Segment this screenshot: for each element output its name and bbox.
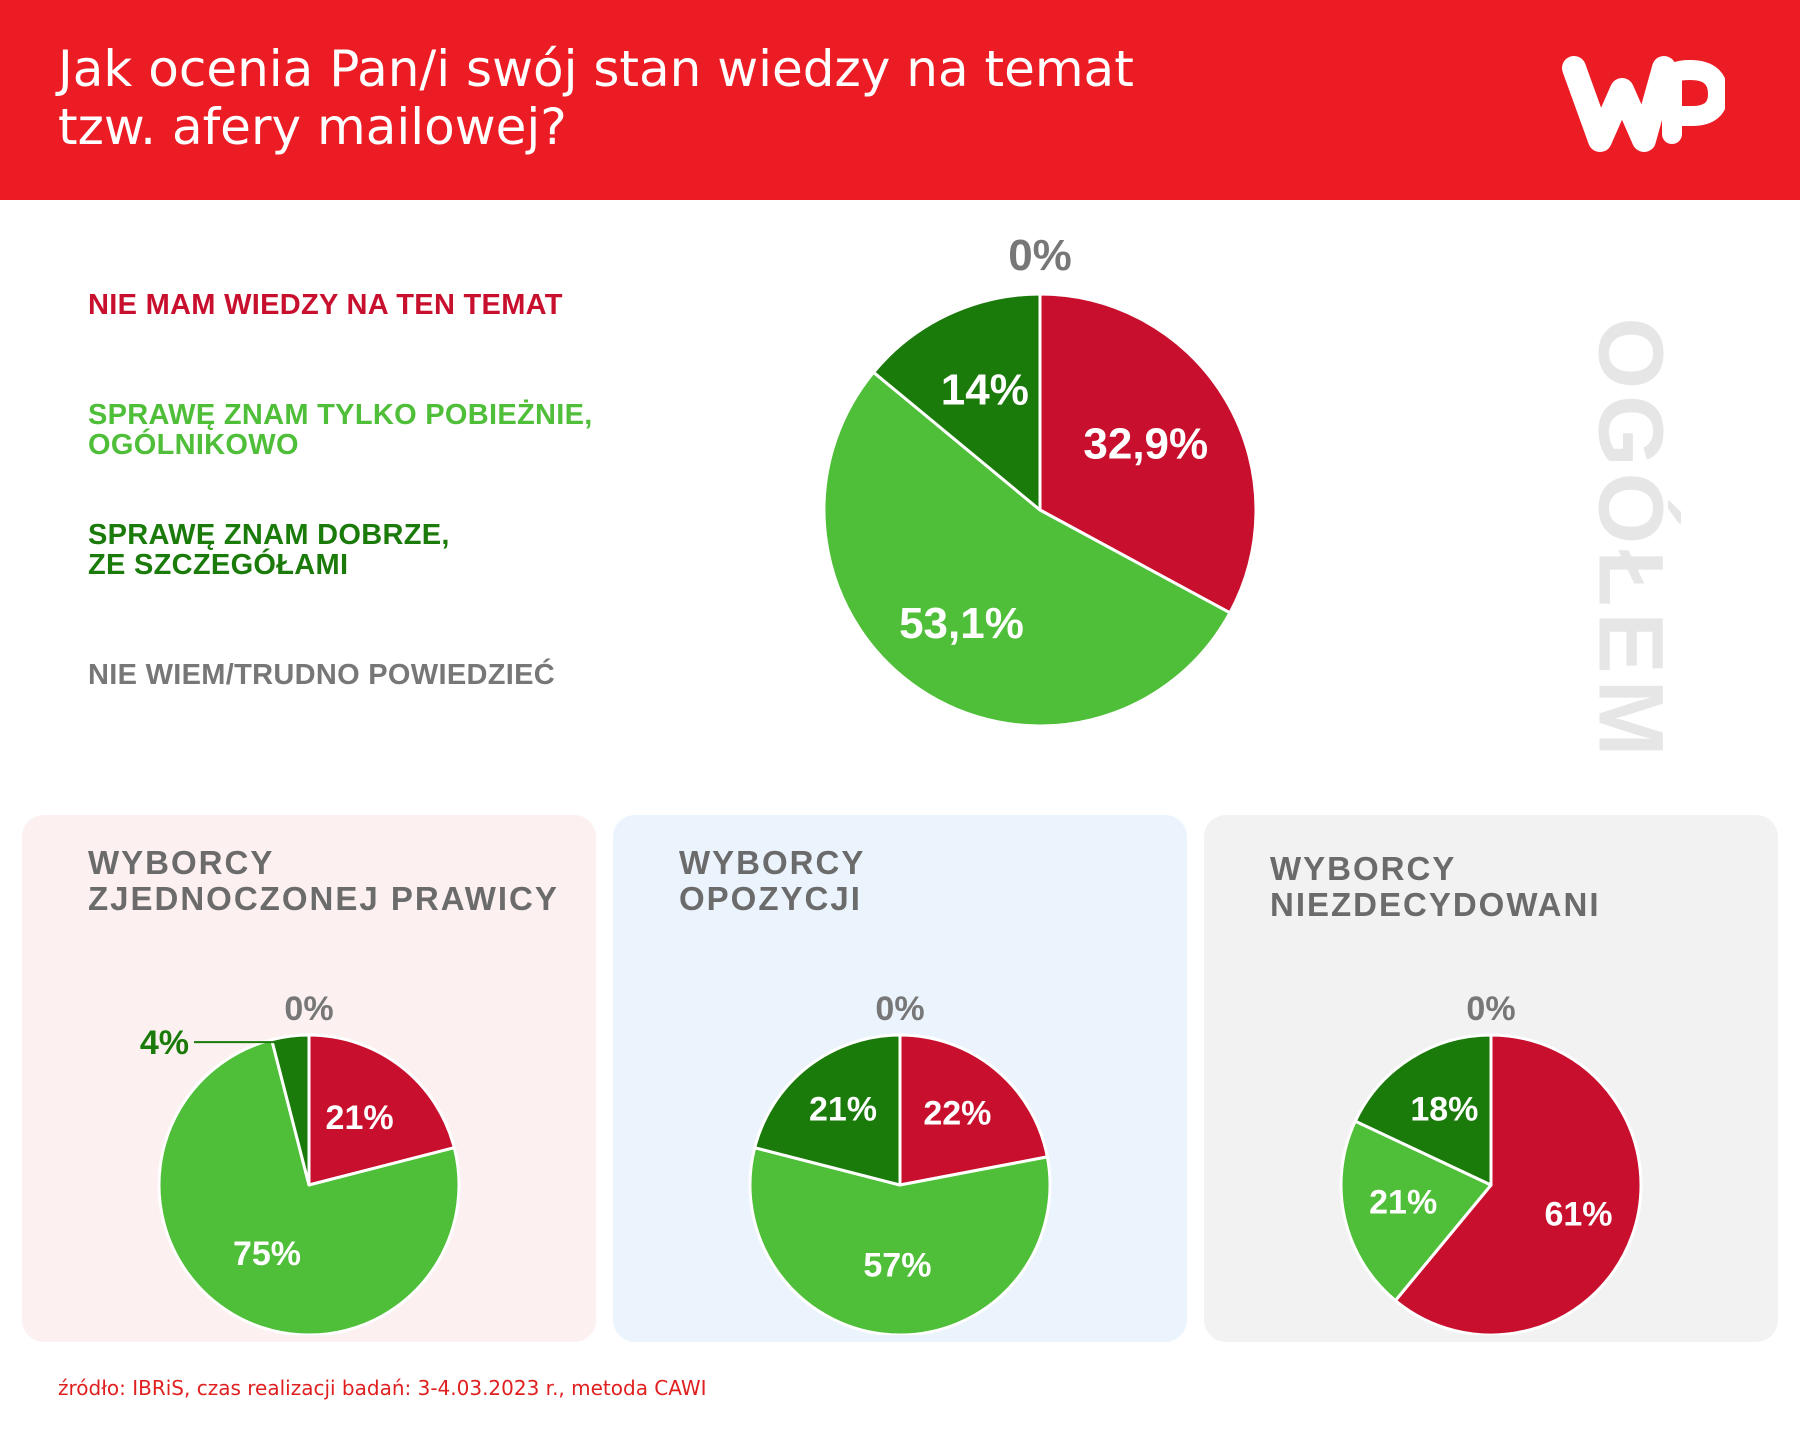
data-label-dont-know: 0% — [875, 990, 924, 1028]
legend-item-label: SPRAWĘ ZNAM TYLKO POBIEŻNIE, — [88, 399, 593, 431]
data-label-dont-know: 0% — [1466, 990, 1515, 1028]
legend-item-no-knowledge: NIE MAM WIEDZY NA TEN TEMAT — [88, 290, 688, 320]
card-opozycja: WYBORCY OPOZYCJI 22% 57% 21% 0% — [613, 815, 1187, 1342]
pie-slice-superficial — [748, 1146, 1052, 1335]
legend-item-detailed: SPRAWĘ ZNAM DOBRZE, ZE SZCZEGÓŁAMI — [88, 520, 688, 580]
title-line-2: tzw. afery mailowej? — [58, 98, 567, 156]
data-label-detailed: 14% — [941, 365, 1029, 414]
card-title-line: WYBORCY — [1270, 850, 1457, 887]
legend-item-dont-know: NIE WIEM/TRUDNO POWIEDZIEĆ — [88, 660, 688, 690]
data-label-superficial: 53,1% — [899, 599, 1024, 648]
pie-slice-detailed — [270, 1033, 311, 1187]
pie-chart-overall: 32,9% 53,1% 14% 0% — [822, 231, 1258, 728]
pie-slice-no-knowledge — [307, 1033, 456, 1187]
data-label-detailed: 18% — [1410, 1091, 1478, 1129]
pie-slice-detailed — [1353, 1033, 1493, 1187]
data-label-no-knowledge: 21% — [326, 1099, 394, 1137]
card-title: WYBORCY OPOZYCJI — [679, 845, 1179, 917]
data-label-detailed: 4% — [140, 1024, 189, 1062]
card-niezdecydowani: WYBORCY NIEZDECYDOWANI 61% 21% 18% 0% — [1204, 815, 1778, 1342]
card-title-line: NIEZDECYDOWANI — [1270, 886, 1601, 923]
card-title-line: OPOZYCJI — [679, 880, 862, 917]
card-title-line: ZJEDNOCZONEJ PRAWICY — [88, 880, 559, 917]
data-label-dont-know: 0% — [284, 990, 333, 1028]
title-line-1: Jak ocenia Pan/i swój stan wiedzy na tem… — [58, 40, 1134, 98]
card-title: WYBORCY NIEZDECYDOWANI — [1270, 851, 1770, 923]
header-banner: Jak ocenia Pan/i swój stan wiedzy na tem… — [0, 0, 1800, 200]
pie-slice-no-knowledge — [898, 1033, 1049, 1187]
legend-item-label: NIE MAM WIEDZY NA TEN TEMAT — [88, 289, 563, 321]
side-label-overall: OGÓŁEM — [1579, 317, 1682, 763]
data-label-superficial: 21% — [1369, 1184, 1437, 1222]
data-label-no-knowledge: 32,9% — [1083, 420, 1208, 469]
page-title: Jak ocenia Pan/i swój stan wiedzy na tem… — [58, 40, 1258, 156]
legend-item-superficial: SPRAWĘ ZNAM TYLKO POBIEŻNIE, OGÓLNIKOWO — [88, 400, 688, 460]
pie-chart-zjednoczona-prawica: 21% 75% 0% 4% — [140, 990, 461, 1335]
legend-item-label: OGÓLNIKOWO — [88, 429, 299, 461]
wp-logo — [1562, 56, 1725, 152]
card-zjednoczona-prawica: WYBORCY ZJEDNOCZONEJ PRAWICY 21% 75% 0% 4% — [22, 815, 596, 1342]
pie-slice-superficial — [1339, 1119, 1493, 1303]
pie-chart-niezdecydowani: 61% 21% 18% 0% — [1339, 990, 1643, 1335]
legend-item-label: NIE WIEM/TRUDNO POWIEDZIEĆ — [88, 659, 555, 691]
pie-slice-superficial — [157, 1038, 461, 1335]
legend-item-label: SPRAWĘ ZNAM DOBRZE, — [88, 519, 450, 551]
card-title-line: WYBORCY — [88, 844, 275, 881]
source-note: źródło: IBRiS, czas realizacji badań: 3-… — [58, 1376, 707, 1400]
pie-slice-no-knowledge — [1393, 1033, 1643, 1335]
data-label-superficial: 75% — [233, 1235, 301, 1273]
legend-item-label: ZE SZCZEGÓŁAMI — [88, 549, 349, 581]
data-label-detailed: 21% — [809, 1091, 877, 1129]
card-title: WYBORCY ZJEDNOCZONEJ PRAWICY — [88, 845, 588, 917]
pie-chart-opozycja: 22% 57% 21% 0% — [748, 990, 1052, 1335]
pie-slice-detailed — [753, 1033, 902, 1187]
data-label-dont-know: 0% — [1008, 231, 1072, 280]
data-label-superficial: 57% — [863, 1246, 931, 1284]
card-title-line: WYBORCY — [679, 844, 866, 881]
data-label-no-knowledge: 22% — [923, 1095, 991, 1133]
pie-slice-detailed — [872, 292, 1042, 512]
pie-slice-no-knowledge — [1038, 292, 1258, 615]
data-label-no-knowledge: 61% — [1544, 1195, 1612, 1233]
pie-slice-superficial — [822, 370, 1232, 728]
